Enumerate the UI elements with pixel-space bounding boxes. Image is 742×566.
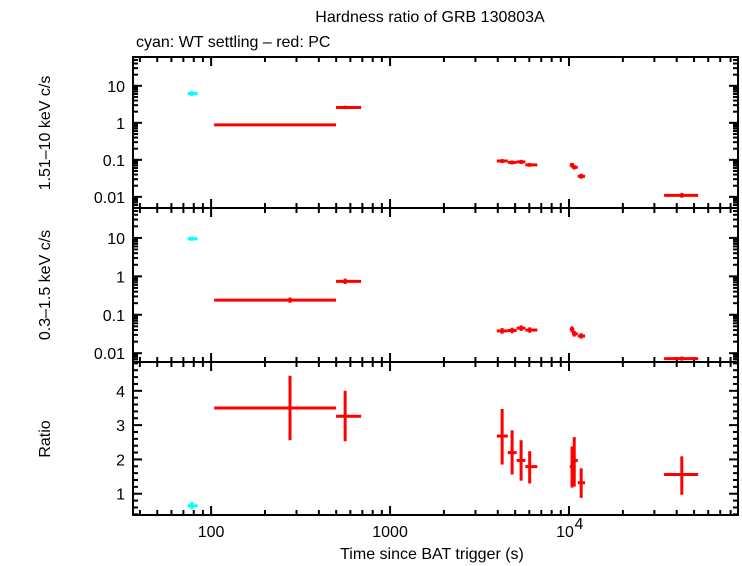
data-point [525, 327, 538, 333]
data-point [187, 501, 198, 510]
y-tick-label: 1 [116, 269, 125, 286]
x-tick-label-exponent: 4 [575, 516, 584, 533]
data-point [577, 333, 586, 339]
data-point [214, 123, 337, 127]
panel-ratio: Ratio 1 2 3 4 [37, 361, 739, 516]
data-point [577, 468, 586, 498]
series-wt [187, 236, 198, 241]
data-point [336, 105, 362, 110]
panel-frame [132, 207, 739, 363]
y-tick-label: 1 [116, 116, 125, 133]
data-point [572, 437, 578, 487]
panel-frame [132, 56, 739, 209]
chart-title: Hardness ratio of GRB 130803A [315, 9, 545, 26]
y-tick-label: 3 [116, 418, 125, 435]
data-point [569, 326, 575, 333]
y-tick-label: 0.1 [103, 308, 125, 325]
series-wt [187, 91, 198, 97]
y-tick-label: 0.1 [103, 153, 125, 170]
data-point [525, 451, 538, 484]
y-tick-label: 0.01 [94, 346, 125, 363]
data-point [572, 330, 578, 337]
y-tick-label: 1 [116, 487, 125, 504]
y-tick-label: 10 [107, 231, 125, 248]
series-wt [187, 501, 198, 510]
y-tick-label: 4 [116, 384, 125, 401]
data-point [664, 192, 699, 198]
panel-frame [132, 361, 739, 516]
data-point [664, 356, 699, 361]
x-tick-label: 1000 [372, 524, 408, 541]
y-axis-label-soft: 0.3–1.5 keV c/s [37, 230, 54, 340]
panel-hard-band: 1.51–10 keV c/s 10 1 0.1 0.01 [37, 56, 739, 209]
data-point [572, 165, 578, 170]
data-point [516, 159, 526, 165]
y-axis-label-ratio: Ratio [37, 420, 54, 457]
x-tick-label: 10 [556, 524, 574, 541]
data-point [577, 173, 586, 179]
data-point [187, 91, 198, 97]
data-point [496, 328, 508, 334]
data-point [525, 163, 538, 167]
y-tick-label: 2 [116, 452, 125, 469]
x-axis-label: Time since BAT trigger (s) [340, 546, 524, 563]
data-point [516, 325, 526, 331]
data-point [336, 278, 362, 285]
data-point [507, 160, 517, 165]
data-point [496, 159, 508, 164]
data-point [507, 430, 517, 475]
y-tick-label: 10 [107, 79, 125, 96]
data-point [507, 327, 517, 334]
series-pc [214, 105, 699, 198]
data-point [496, 408, 508, 465]
y-tick-label: 0.01 [94, 190, 125, 207]
data-point [214, 297, 337, 303]
data-point [187, 236, 198, 241]
data-point [516, 440, 526, 481]
series-pc [214, 375, 699, 498]
x-tick-labels: 100 1000 10 4 [198, 516, 584, 541]
data-point [214, 375, 337, 441]
data-point [336, 390, 362, 442]
panel-soft-band: 0.3–1.5 keV c/s 10 1 0.1 0.01 [37, 207, 739, 363]
data-point [664, 456, 699, 495]
series-pc [214, 278, 699, 361]
x-tick-label: 100 [198, 524, 225, 541]
chart-subtitle: cyan: WT settling – red: PC [136, 34, 330, 51]
y-axis-label-hard: 1.51–10 keV c/s [37, 76, 54, 191]
